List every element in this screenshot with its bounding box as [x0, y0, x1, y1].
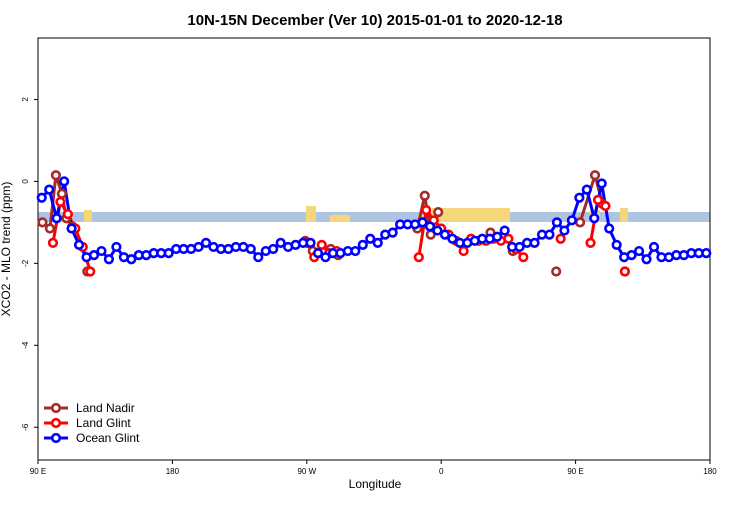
data-point — [50, 170, 62, 181]
plot-frame — [37, 37, 711, 461]
data-point — [432, 225, 443, 236]
data-point — [73, 239, 85, 251]
data-point — [268, 243, 279, 255]
data-point — [55, 196, 66, 207]
data-point — [518, 252, 529, 263]
data-point — [592, 194, 604, 205]
data-point — [559, 225, 570, 236]
y-axis-label: XCO2 - MLO trend (ppm) — [0, 182, 13, 317]
data-point — [85, 266, 96, 277]
y-tick-label: -6 — [21, 423, 30, 431]
data-point — [51, 213, 62, 224]
chart-title: 10N-15N December (Ver 10) 2015-01-01 to … — [187, 12, 562, 29]
data-point — [566, 215, 577, 226]
data-point — [66, 223, 77, 234]
data-point — [701, 247, 712, 259]
data-point — [641, 254, 652, 265]
map-strip — [38, 206, 710, 222]
data-point — [62, 209, 73, 220]
y-tick-label: -2 — [21, 259, 30, 267]
data-point — [433, 207, 444, 218]
data-point — [503, 233, 514, 244]
data-point — [413, 252, 424, 263]
legend-marker — [50, 432, 62, 444]
data-point — [96, 245, 107, 257]
data-point — [596, 178, 607, 189]
data-point — [59, 176, 70, 187]
data-point — [163, 247, 174, 259]
data-point — [44, 184, 55, 195]
data-point — [604, 223, 615, 234]
data-point — [193, 241, 204, 253]
data-point — [200, 237, 212, 248]
data-point — [419, 190, 430, 201]
legend-marker — [50, 417, 62, 429]
data-point — [421, 204, 432, 216]
data-point — [447, 233, 458, 244]
legend-marker — [50, 402, 62, 414]
data-point — [44, 223, 56, 234]
data-point — [551, 217, 563, 228]
data-point — [47, 237, 59, 248]
data-point — [439, 229, 451, 240]
x-tick-label: 90 E — [567, 467, 583, 476]
data-point — [600, 200, 611, 212]
y-tick-label: -4 — [21, 341, 30, 349]
data-point — [424, 221, 436, 232]
x-tick-label: 90 E — [30, 467, 46, 476]
data-point — [492, 231, 503, 242]
data-point — [417, 217, 428, 228]
data-point — [365, 233, 376, 244]
data-point — [36, 192, 47, 203]
data-point — [555, 233, 566, 244]
data-point — [626, 250, 637, 261]
legend-label: Land Glint — [76, 416, 131, 430]
data-point — [619, 266, 630, 277]
legend-label: Ocean Glint — [76, 431, 140, 445]
x-axis-label: Longitude — [349, 477, 402, 491]
data-point — [316, 239, 327, 251]
x-tick-label: 180 — [703, 467, 717, 476]
y-tick-label: 0 — [21, 179, 30, 184]
data-point — [88, 250, 100, 261]
data-point — [551, 266, 562, 277]
data-point — [372, 237, 383, 248]
data-point — [320, 252, 331, 263]
data-point — [312, 247, 324, 259]
data-point — [350, 245, 361, 257]
data-point — [514, 241, 525, 253]
data-point — [574, 217, 586, 228]
legend-label: Land Nadir — [76, 401, 135, 415]
x-tick-label: 180 — [166, 467, 180, 476]
data-point — [37, 217, 48, 228]
data-point — [245, 243, 256, 255]
data-point — [357, 239, 368, 251]
data-point — [585, 237, 596, 248]
data-point — [387, 227, 398, 238]
data-point — [499, 225, 510, 236]
data-point — [589, 170, 601, 181]
x-tick-label: 90 W — [297, 467, 316, 476]
data-point — [275, 237, 286, 248]
data-point — [574, 192, 585, 203]
data-point — [581, 184, 592, 195]
data-point — [633, 245, 645, 257]
data-point — [648, 241, 660, 253]
data-point — [458, 245, 469, 257]
data-point — [611, 239, 622, 251]
data-point — [529, 237, 540, 248]
data-point — [126, 254, 137, 265]
data-point — [253, 252, 264, 263]
data-point — [589, 213, 600, 224]
data-point — [111, 241, 122, 253]
y-tick-label: 2 — [21, 97, 30, 102]
data-point — [103, 254, 115, 265]
data-point — [305, 237, 316, 248]
x-tick-label: 0 — [439, 467, 444, 476]
data-point — [544, 229, 555, 240]
data-point — [56, 188, 67, 199]
